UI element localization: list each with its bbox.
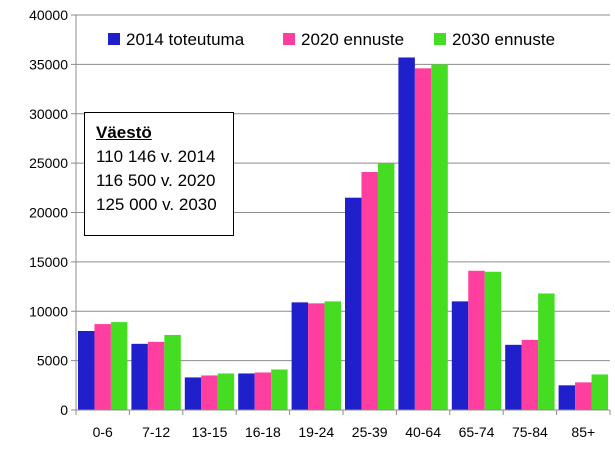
y-tick-label: 10000 xyxy=(29,303,68,319)
info-line-2014: 110 146 v. 2014 xyxy=(96,147,216,166)
legend-label: 2014 toteutuma xyxy=(126,30,245,49)
legend: 2014 toteutuma 2020 ennuste 2030 ennuste xyxy=(108,30,555,49)
info-heading: Väestö xyxy=(96,123,152,142)
bar-2030-ennuste-40-64 xyxy=(431,64,448,410)
bar-2020-ennuste-65-74 xyxy=(468,270,485,410)
legend-label: 2030 ennuste xyxy=(452,30,555,49)
legend-swatch-2030-ennuste xyxy=(434,33,446,45)
bar-2030-ennuste-75-84 xyxy=(538,293,555,410)
x-tick-label: 40-64 xyxy=(405,424,441,440)
bar-2030-ennuste-65-74 xyxy=(484,271,502,410)
x-tick-label: 65-74 xyxy=(459,424,495,440)
info-line-2020: 116 500 v. 2020 xyxy=(96,171,216,190)
x-tick-label: 25-39 xyxy=(352,424,388,440)
y-tick-label: 15000 xyxy=(29,254,68,270)
bar-2030-ennuste-0-6 xyxy=(110,322,128,410)
bar-2030-ennuste-19-24 xyxy=(324,301,341,410)
legend-swatch-2014-toteutuma xyxy=(108,33,120,45)
bar-2030-ennuste-7-12 xyxy=(164,334,181,410)
bar-2020-ennuste-19-24 xyxy=(308,303,325,410)
y-tick-label: 25000 xyxy=(29,155,68,171)
x-tick-label: 7-12 xyxy=(142,424,170,440)
x-tick-label: 16-18 xyxy=(245,424,281,440)
y-tick-label: 5000 xyxy=(37,353,68,369)
bar-2020-ennuste-16-18 xyxy=(254,372,272,410)
legend-label: 2020 ennuste xyxy=(301,30,404,49)
bar-2020-ennuste-75-84 xyxy=(521,339,539,410)
bar-2014-toteutuma-19-24 xyxy=(291,302,309,410)
bar-2020-ennuste-7-12 xyxy=(147,341,165,410)
bar-2020-ennuste-0-6 xyxy=(94,324,111,410)
y-tick-label: 30000 xyxy=(29,106,68,122)
bar-2020-ennuste-25-39 xyxy=(361,172,378,410)
bar-2014-toteutuma-16-18 xyxy=(238,373,255,410)
y-tick-label: 40000 xyxy=(29,7,68,23)
bar-2020-ennuste-13-15 xyxy=(201,375,218,410)
bar-2020-ennuste-40-64 xyxy=(414,68,432,410)
bar-2014-toteutuma-85+ xyxy=(558,385,576,410)
x-tick-label: 0-6 xyxy=(93,424,113,440)
bar-2014-toteutuma-7-12 xyxy=(131,343,148,410)
info-line-2030: 125 000 v. 2030 xyxy=(96,195,217,214)
population-info-box: Väestö 110 146 v. 2014 116 500 v. 2020 1… xyxy=(84,112,234,236)
y-tick-label: 0 xyxy=(60,402,68,418)
x-tick-label: 19-24 xyxy=(298,424,334,440)
x-tick-label: 75-84 xyxy=(512,424,548,440)
x-tick-label: 13-15 xyxy=(192,424,228,440)
y-tick-label: 20000 xyxy=(29,205,68,221)
y-tick-label: 35000 xyxy=(29,56,68,72)
bar-2014-toteutuma-13-15 xyxy=(184,377,202,410)
bar-2014-toteutuma-25-39 xyxy=(345,197,362,410)
bar-2014-toteutuma-65-74 xyxy=(451,301,469,410)
bar-2014-toteutuma-75-84 xyxy=(505,344,522,410)
legend-swatch-2020-ennuste xyxy=(283,33,295,45)
bar-2020-ennuste-85+ xyxy=(575,382,592,410)
bar-2030-ennuste-25-39 xyxy=(377,163,395,410)
bar-2014-toteutuma-40-64 xyxy=(398,57,415,411)
bar-2014-toteutuma-0-6 xyxy=(78,331,95,410)
bar-2030-ennuste-16-18 xyxy=(271,369,288,410)
axes: 0 5000 10000 15000 20000 25000 30000 35000 40000… xyxy=(29,7,611,440)
bars xyxy=(78,57,608,411)
x-tick-label: 85+ xyxy=(571,424,595,440)
bar-2030-ennuste-85+ xyxy=(591,374,608,410)
bar-2030-ennuste-13-15 xyxy=(217,373,235,410)
